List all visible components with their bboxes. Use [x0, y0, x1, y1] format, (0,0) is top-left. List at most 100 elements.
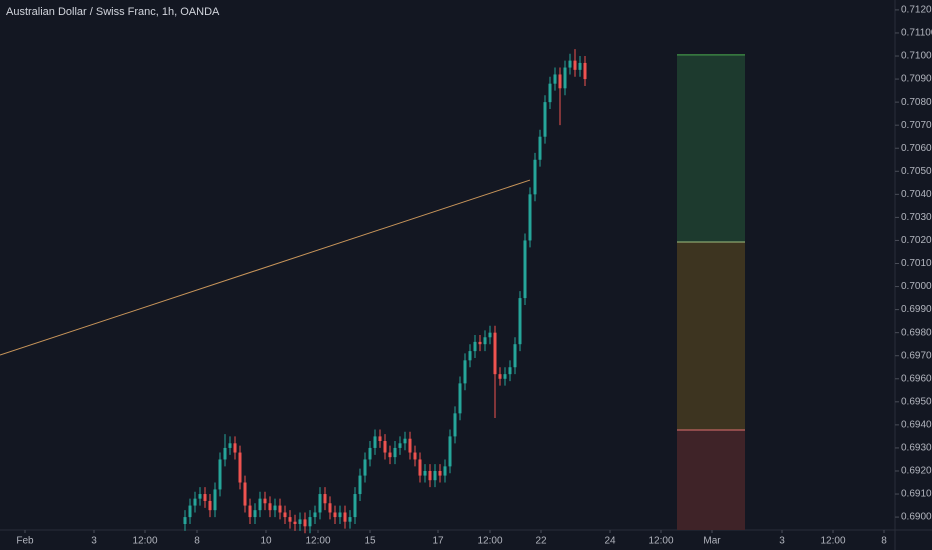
chart-title: Australian Dollar / Swiss Franc, 1h, OAN… — [6, 6, 220, 18]
candle-body — [508, 367, 512, 375]
x-tick-label: 10 — [260, 536, 272, 547]
candle-body — [568, 60, 572, 68]
candle-body — [183, 517, 187, 525]
candle-body — [288, 517, 292, 522]
candle-body — [203, 494, 207, 501]
candle-body — [478, 341, 482, 345]
candle-body — [573, 60, 577, 70]
candle-body — [318, 494, 322, 513]
candle-body — [503, 374, 507, 379]
candle-body — [333, 512, 337, 518]
candle-body — [383, 441, 387, 453]
candle-body — [438, 470, 442, 476]
candle-body — [358, 475, 362, 495]
candle-body — [273, 505, 277, 511]
candle-body — [268, 503, 272, 511]
candle-body — [208, 500, 212, 511]
candle-body — [548, 83, 552, 103]
candle-body — [563, 67, 567, 89]
candle-body — [388, 452, 392, 458]
position-band — [677, 429, 745, 530]
candle-body — [468, 351, 472, 361]
candle-body — [448, 436, 452, 467]
candle-body — [193, 498, 197, 506]
candle-body — [278, 505, 282, 513]
candle-body — [413, 452, 417, 460]
x-tick-label: 8 — [881, 536, 887, 547]
candle-body — [583, 62, 587, 80]
candle-body — [313, 512, 317, 518]
x-tick-label: 12:00 — [648, 536, 673, 547]
candle-body — [213, 489, 217, 511]
candle-body — [303, 519, 307, 527]
candle-body — [538, 136, 542, 160]
candle-body — [343, 512, 347, 522]
candle-body — [223, 447, 227, 460]
candle-body — [473, 341, 477, 352]
candle-body — [238, 452, 242, 483]
candle-body — [328, 503, 332, 513]
candle-body — [428, 470, 432, 481]
candle-body — [258, 498, 262, 511]
x-tick-label: 15 — [364, 536, 376, 547]
x-tick-label: 22 — [535, 536, 547, 547]
candle-body — [443, 466, 447, 476]
candle-body — [293, 521, 297, 525]
candle-body — [378, 436, 382, 442]
x-tick-label: 3 — [779, 536, 785, 547]
candle-body — [463, 360, 467, 384]
candle-body — [253, 510, 257, 518]
candle-body — [488, 332, 492, 338]
candle-body — [453, 413, 457, 437]
candle-body — [543, 102, 547, 137]
candle-body — [493, 332, 497, 375]
candle-body — [423, 470, 427, 476]
x-tick-label: 24 — [604, 536, 616, 547]
candle-body — [518, 298, 522, 345]
candle-body — [338, 512, 342, 518]
candle-body — [373, 436, 377, 448]
x-tick-label: 12:00 — [132, 536, 157, 547]
candle-body — [298, 519, 302, 525]
candle-body — [458, 383, 462, 414]
x-tick-label: 8 — [194, 536, 200, 547]
candle-body — [483, 337, 487, 345]
candle-body — [368, 447, 372, 460]
candle-body — [403, 438, 407, 444]
trend-line — [0, 179, 531, 356]
candle-body — [218, 459, 222, 490]
candle-body — [353, 494, 357, 518]
position-band — [677, 242, 745, 430]
candle-body — [553, 74, 557, 84]
candle-body — [363, 459, 367, 476]
candle-body — [248, 505, 252, 518]
x-tick-label: Mar — [703, 536, 721, 547]
x-tick-label: 17 — [432, 536, 444, 547]
candle-body — [323, 494, 327, 504]
candle-body — [263, 498, 267, 504]
x-tick-label: 12:00 — [820, 536, 845, 547]
candle-body — [523, 240, 527, 299]
